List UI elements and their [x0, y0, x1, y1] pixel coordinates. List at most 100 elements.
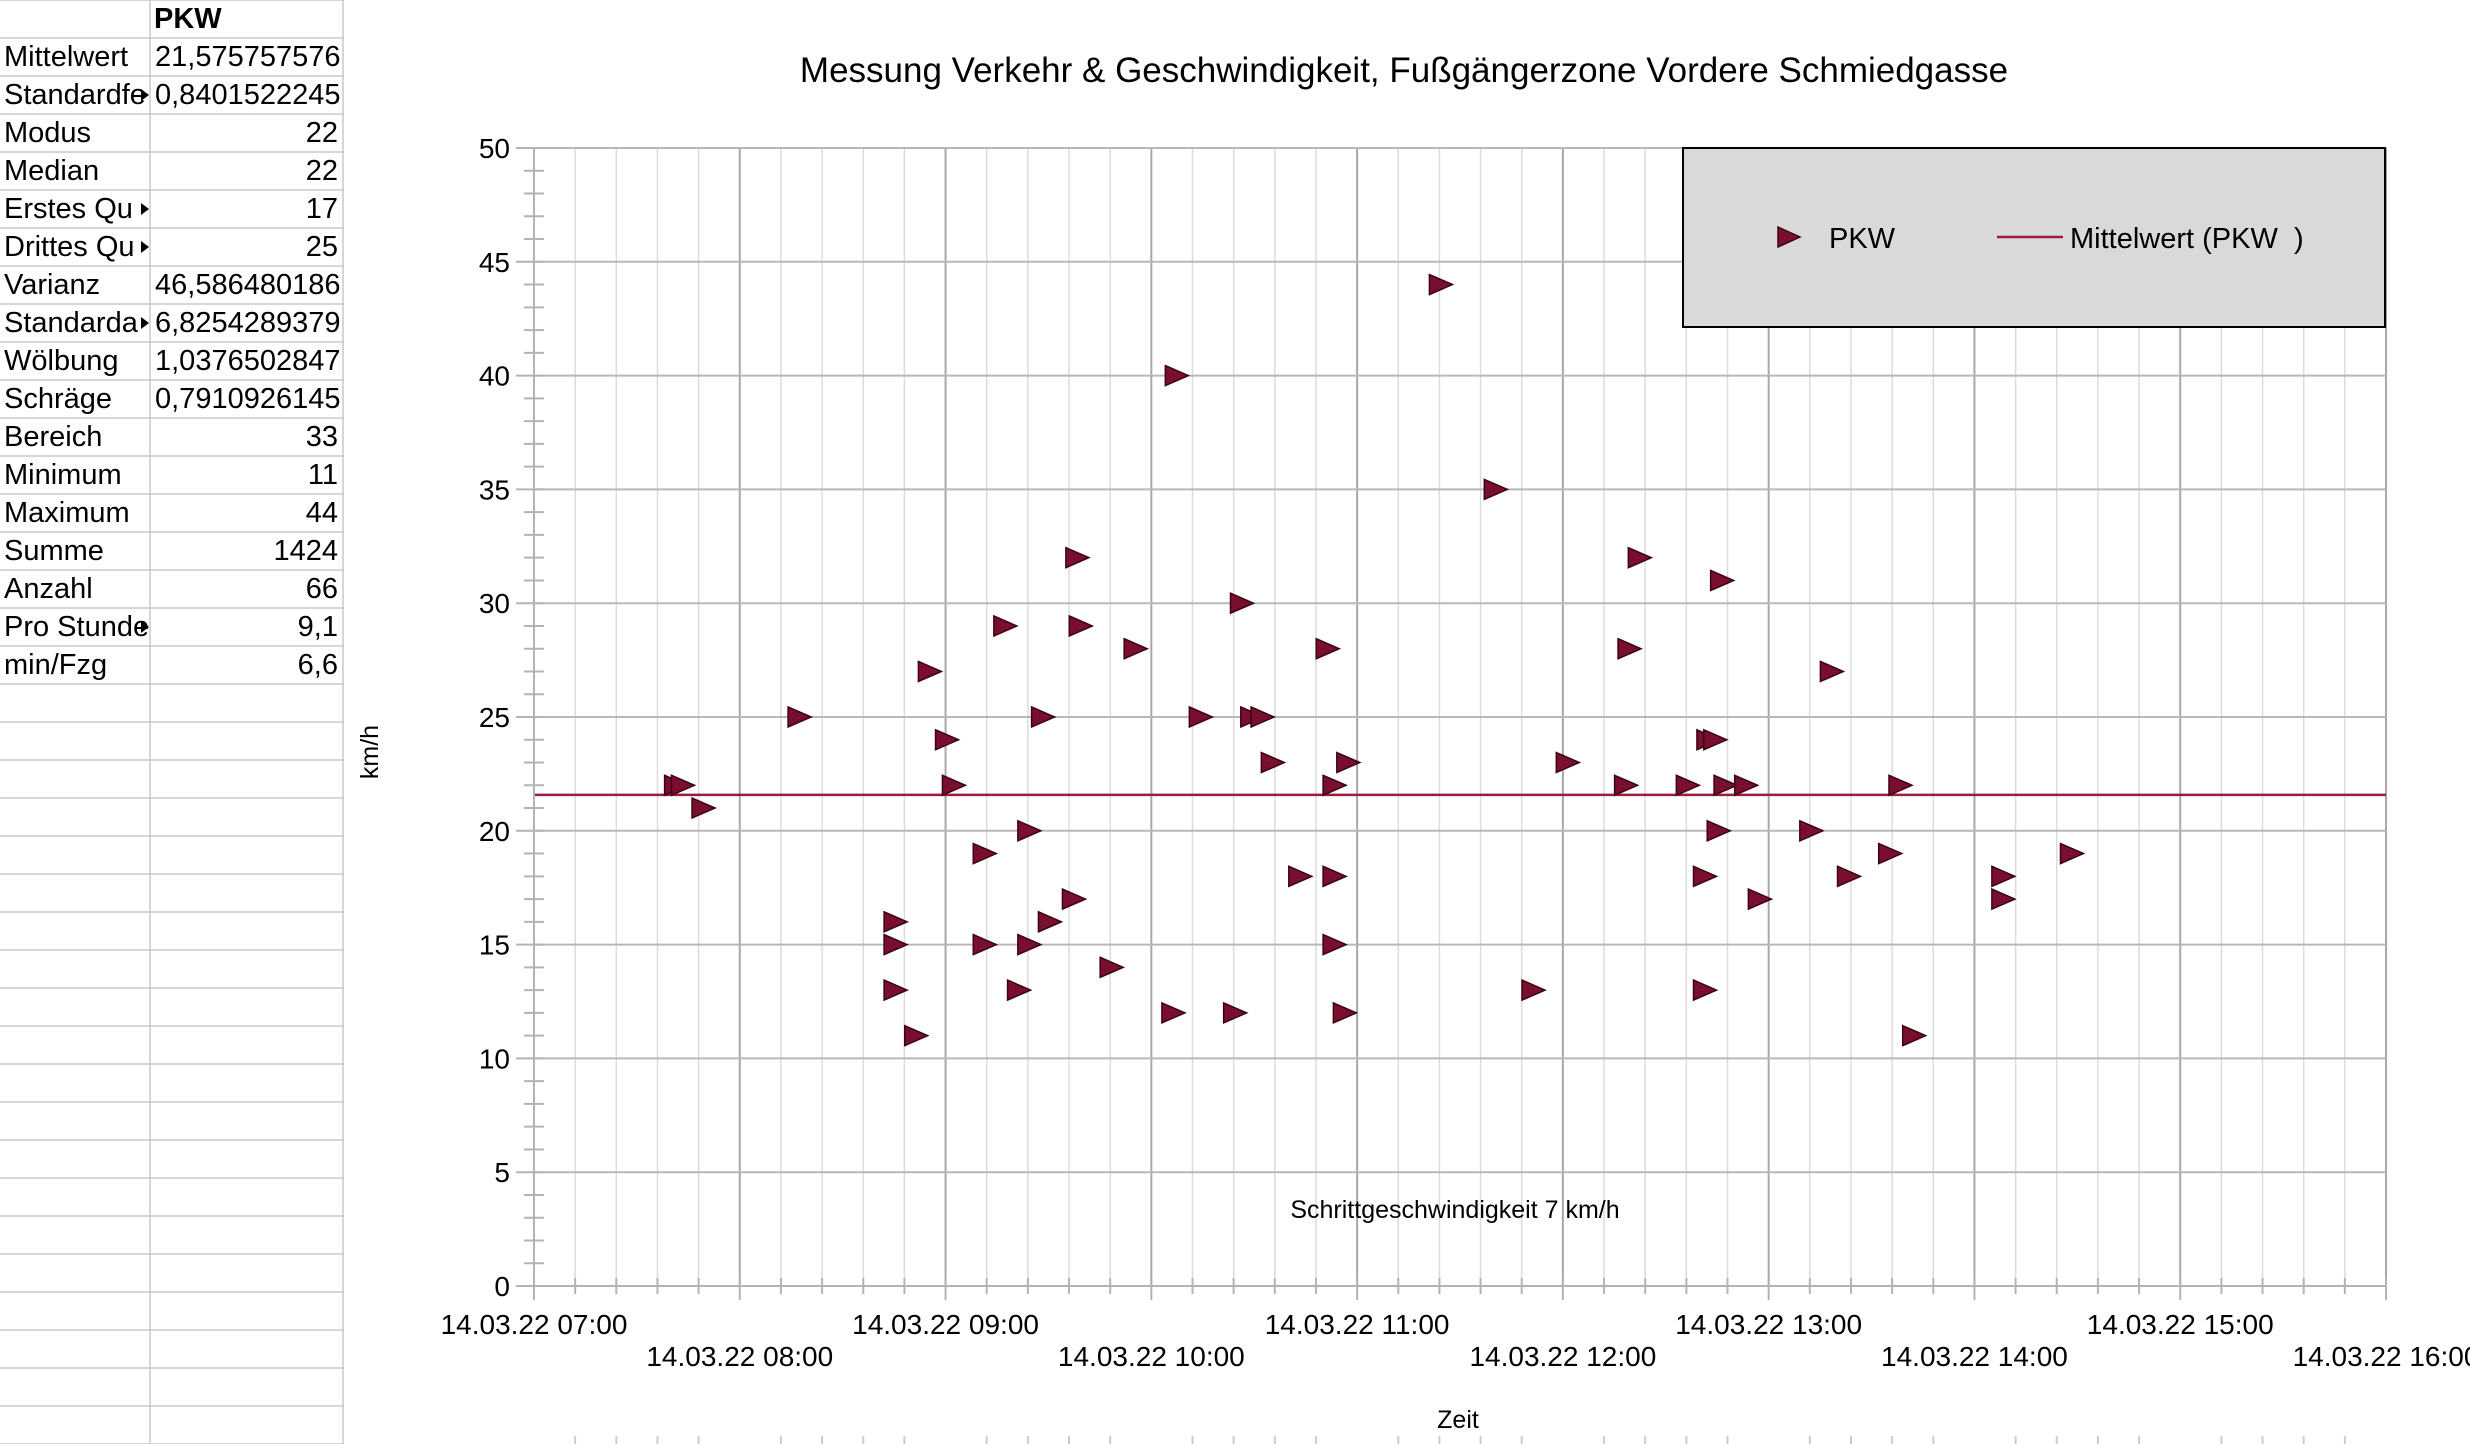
y-tick-label: 5 — [494, 1157, 510, 1188]
legend-marker-icon — [1777, 225, 1802, 249]
x-axis-label: Zeit — [1437, 1406, 1479, 1434]
data-point — [883, 933, 909, 956]
data-point — [1555, 751, 1582, 774]
data-point — [917, 660, 944, 683]
stats-label[interactable]: min/Fzg — [4, 649, 108, 681]
data-point — [1706, 819, 1733, 842]
truncation-arrow-icon — [141, 317, 149, 329]
data-point — [883, 910, 909, 933]
data-point — [972, 842, 999, 865]
stats-value[interactable]: 66 — [305, 573, 338, 605]
data-point — [1747, 887, 1774, 911]
stats-label[interactable]: Erstes Qu — [4, 193, 133, 225]
x-tick-label: 14.03.22 14:00 — [1881, 1341, 2068, 1372]
data-point — [1627, 546, 1654, 569]
data-point — [1991, 865, 2017, 888]
stats-label[interactable]: Minimum — [4, 459, 122, 491]
y-tick-label: 50 — [479, 133, 510, 164]
stats-value[interactable]: 21,575757576 — [155, 41, 340, 73]
stats-value[interactable]: 6,8254289379 — [155, 307, 340, 339]
stats-value[interactable]: 1,0376502847 — [155, 345, 340, 377]
data-point — [1068, 614, 1095, 638]
x-tick-label: 14.03.22 16:00 — [2293, 1341, 2470, 1372]
data-point — [1617, 637, 1643, 660]
stats-value[interactable]: 22 — [305, 155, 338, 187]
data-point — [1799, 819, 1825, 842]
data-point — [1991, 887, 2017, 911]
data-point — [1692, 865, 1719, 888]
stats-value[interactable]: 1424 — [273, 535, 338, 567]
truncation-arrow-icon — [141, 203, 149, 215]
data-point — [1006, 978, 1033, 1002]
y-tick-label: 35 — [479, 474, 510, 505]
stats-value[interactable]: 22 — [305, 117, 338, 149]
stats-value[interactable]: 25 — [305, 231, 338, 263]
y-tick-label: 20 — [479, 816, 510, 847]
stats-header-pkw[interactable]: PKW — [154, 3, 222, 35]
stats-label[interactable]: Standarda — [4, 307, 138, 339]
x-tick-label: 14.03.22 07:00 — [441, 1309, 628, 1340]
stats-label[interactable]: Median — [4, 155, 100, 187]
stats-value[interactable]: 44 — [305, 497, 338, 529]
data-point — [1675, 774, 1702, 797]
truncation-arrow-icon — [141, 89, 149, 101]
data-point — [883, 978, 909, 1002]
data-point — [993, 614, 1019, 638]
data-point — [1428, 273, 1455, 296]
legend-entry-pkw[interactable]: PKW — [1829, 223, 1896, 255]
stats-value[interactable]: 46,586480186 — [155, 269, 340, 301]
stats-label[interactable]: Schräge — [4, 383, 113, 415]
stats-label[interactable]: Pro Stunde — [4, 611, 150, 643]
stats-label[interactable]: Modus — [4, 117, 92, 149]
stats-value[interactable]: 0,7910926145 — [155, 383, 340, 415]
x-tick-label: 14.03.22 08:00 — [646, 1341, 833, 1372]
data-point — [1161, 1001, 1187, 1025]
stats-value[interactable]: 17 — [305, 193, 338, 225]
data-point — [691, 796, 717, 820]
data-point — [1123, 637, 1150, 660]
stats-label[interactable]: Varianz — [4, 269, 101, 301]
data-point — [1703, 728, 1729, 751]
data-point — [1322, 774, 1348, 797]
y-tick-label: 45 — [479, 247, 510, 278]
truncation-arrow-icon — [141, 241, 149, 253]
stats-value[interactable]: 33 — [305, 421, 338, 453]
data-point — [1061, 887, 1088, 911]
data-point — [972, 933, 999, 956]
statistics-grid — [0, 0, 344, 1444]
legend[interactable]: PKW Mittelwert (PKW ) — [1682, 147, 2386, 328]
y-axis-label: km/h — [356, 725, 384, 779]
stats-value[interactable]: 0,8401522245 — [155, 79, 340, 111]
stats-value[interactable]: 11 — [307, 459, 338, 491]
y-tick-label: 15 — [479, 930, 510, 961]
data-point — [1322, 933, 1348, 956]
stats-label[interactable]: Maximum — [4, 497, 130, 529]
y-tick-label: 0 — [494, 1271, 510, 1302]
x-tick-label: 14.03.22 11:00 — [1265, 1309, 1450, 1340]
stats-label[interactable]: Drittes Qu — [4, 231, 135, 263]
data-point — [1521, 978, 1547, 1002]
data-point — [1836, 865, 1863, 888]
data-point — [670, 774, 697, 797]
data-point — [1099, 956, 1126, 979]
data-point — [1901, 1024, 1928, 1047]
data-point — [1713, 774, 1739, 797]
data-point — [2059, 842, 2086, 865]
stats-label[interactable]: Anzahl — [4, 573, 93, 605]
stats-value[interactable]: 6,6 — [297, 649, 338, 681]
data-point — [1483, 478, 1510, 501]
stats-value[interactable]: 9,1 — [297, 611, 338, 643]
data-point — [1250, 705, 1276, 729]
stats-label[interactable]: Standardfe — [4, 79, 146, 111]
data-point — [1613, 774, 1640, 797]
data-point — [934, 728, 961, 751]
data-point — [787, 705, 813, 729]
stats-label[interactable]: Summe — [4, 535, 104, 567]
stats-label[interactable]: Bereich — [4, 421, 103, 453]
stats-label[interactable]: Wölbung — [4, 345, 119, 377]
data-point — [1315, 637, 1342, 660]
legend-entry-mean[interactable]: Mittelwert (PKW ) — [2070, 223, 2304, 255]
stats-label[interactable]: Mittelwert — [4, 41, 129, 73]
x-tick-label: 14.03.22 15:00 — [2087, 1309, 2274, 1340]
